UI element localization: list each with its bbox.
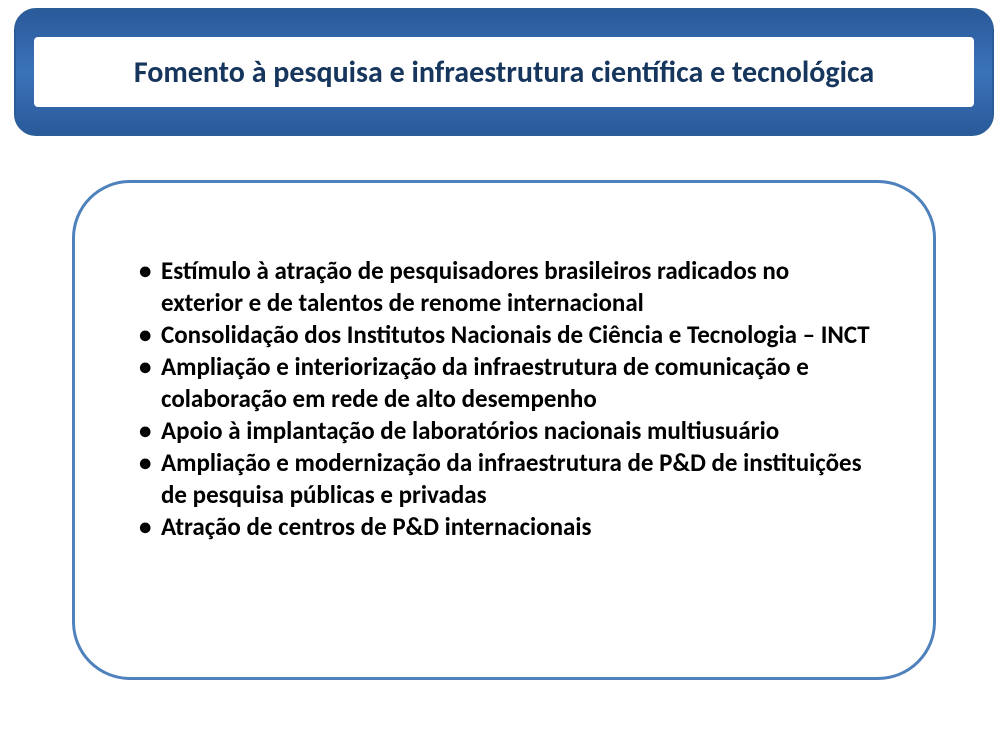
bullet-item: Consolidação dos Institutos Nacionais de… (133, 319, 875, 351)
title-inner-box: Fomento à pesquisa e infraestrutura cien… (34, 37, 974, 107)
bullet-item: Estímulo à atração de pesquisadores bras… (133, 255, 875, 319)
bullet-item: Apoio à implantação de laboratórios naci… (133, 415, 875, 447)
bullet-list: Estímulo à atração de pesquisadores bras… (133, 255, 875, 543)
bullet-item: Ampliação e modernização da infraestrutu… (133, 447, 875, 511)
slide-title: Fomento à pesquisa e infraestrutura cien… (134, 54, 874, 91)
bullet-item: Ampliação e interiorização da infraestru… (133, 351, 875, 415)
content-box: Estímulo à atração de pesquisadores bras… (72, 180, 936, 680)
bullet-item: Atração de centros de P&D internacionais (133, 511, 875, 543)
title-banner: Fomento à pesquisa e infraestrutura cien… (14, 8, 994, 136)
